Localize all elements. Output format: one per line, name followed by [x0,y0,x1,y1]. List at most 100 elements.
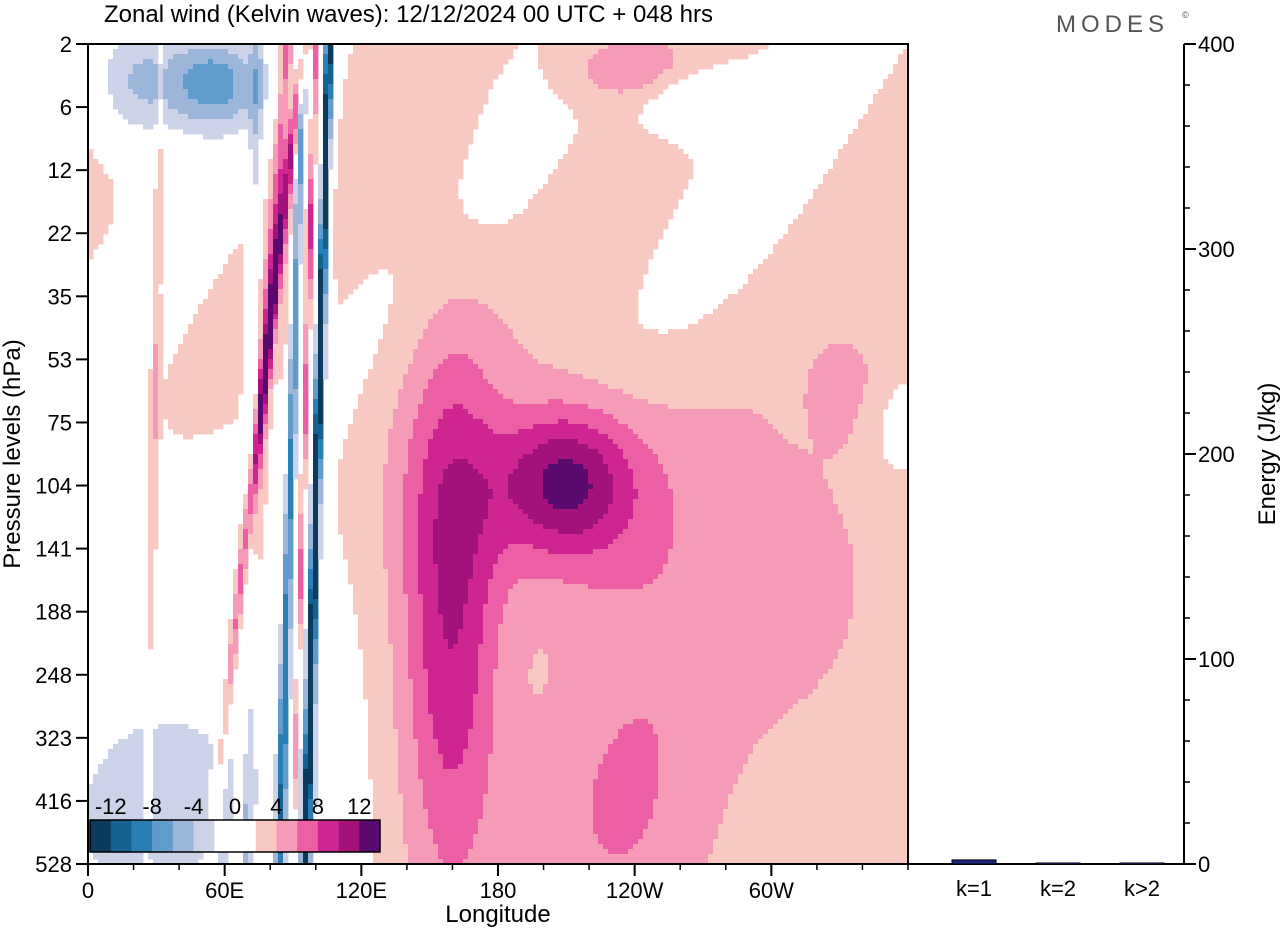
heatmap-cell [218,279,224,285]
heatmap-cell [523,299,529,305]
heatmap-cell [603,99,609,105]
heatmap-cell [568,209,574,215]
heatmap-cell [878,224,884,230]
heatmap-cell [468,124,474,130]
heatmap-cell [828,294,834,300]
heatmap-cell [408,59,414,65]
heatmap-cell [353,99,359,105]
heatmap-cell [633,249,639,255]
heatmap-cell [643,269,649,275]
heatmap-cell [828,254,834,260]
heatmap-cell [668,204,674,210]
heatmap-cell [428,94,434,100]
heatmap-cell [453,74,459,80]
heatmap-cell [448,109,454,115]
heatmap-cell [603,89,609,95]
heatmap-cell [148,124,154,130]
heatmap-cell [613,274,619,280]
heatmap-cell [478,269,484,275]
heatmap-cell [308,199,314,205]
heatmap-cell [118,49,124,55]
heatmap-cell [308,224,314,230]
heatmap-cell [173,89,179,95]
heatmap-cell [603,259,609,265]
heatmap-cell [383,249,389,255]
heatmap-cell [843,294,849,300]
heatmap-cell [363,64,369,70]
heatmap-cell [443,99,449,105]
heatmap-cell [453,214,459,220]
heatmap-cell [828,184,834,190]
heatmap-cell [683,74,689,80]
heatmap-cell [403,169,409,175]
heatmap-cell [408,184,414,190]
heatmap-cell [878,169,884,175]
heatmap-cell [553,214,559,220]
heatmap-cell [103,174,109,180]
heatmap-cell [293,274,299,280]
heatmap-cell [613,99,619,105]
heatmap-cell [628,114,634,120]
heatmap-cell [873,254,879,260]
heatmap-cell [868,139,874,145]
heatmap-cell [438,89,444,95]
heatmap-cell [468,104,474,110]
heatmap-cell [588,179,594,185]
heatmap-cell [618,94,624,100]
heatmap-cell [323,154,329,160]
heatmap-cell [143,89,149,95]
heatmap-cell [358,124,364,130]
heatmap-cell [598,114,604,120]
heatmap-cell [433,104,439,110]
heatmap-cell [418,279,424,285]
heatmap-cell [638,194,644,200]
heatmap-cell [163,69,169,75]
heatmap-cell [563,79,569,85]
heatmap-cell [793,254,799,260]
heatmap-cell [588,204,594,210]
heatmap-cell [578,269,584,275]
heatmap-cell [903,159,908,165]
heatmap-cell [588,224,594,230]
heatmap-cell [198,109,204,115]
heatmap-cell [488,284,494,290]
heatmap-cell [623,99,629,105]
heatmap-cell [768,259,774,265]
heatmap-cell [368,119,374,125]
heatmap-cell [798,214,804,220]
heatmap-cell [433,124,439,130]
heatmap-cell [618,234,624,240]
heatmap-cell [378,114,384,120]
heatmap-cell [518,269,524,275]
heatmap-cell [518,219,524,225]
heatmap-cell [403,249,409,255]
heatmap-cell [568,79,574,85]
heatmap-cell [528,279,534,285]
heatmap-cell [423,74,429,80]
heatmap-cell [878,139,884,145]
heatmap-cell [543,279,549,285]
heatmap-cell [668,189,674,195]
heatmap-cell [598,159,604,165]
heatmap-cell [388,244,394,250]
heatmap-cell [583,74,589,80]
heatmap-cell [378,209,384,215]
heatmap-cell [338,209,344,215]
heatmap-cell [868,134,874,140]
heatmap-cell [238,94,244,100]
heatmap-cell [748,279,754,285]
heatmap-cell [398,149,404,155]
heatmap-cell [308,144,314,150]
heatmap-cell [313,69,319,75]
heatmap-cell [263,299,269,305]
heatmap-cell [408,49,414,55]
heatmap-cell [613,184,619,190]
heatmap-cell [438,179,444,185]
heatmap-cell [338,214,344,220]
heatmap-cell [858,274,864,280]
heatmap-cell [348,259,354,265]
heatmap-cell [303,294,309,300]
heatmap-cell [868,179,874,185]
heatmap-cell [293,199,299,205]
heatmap-cell [588,114,594,120]
